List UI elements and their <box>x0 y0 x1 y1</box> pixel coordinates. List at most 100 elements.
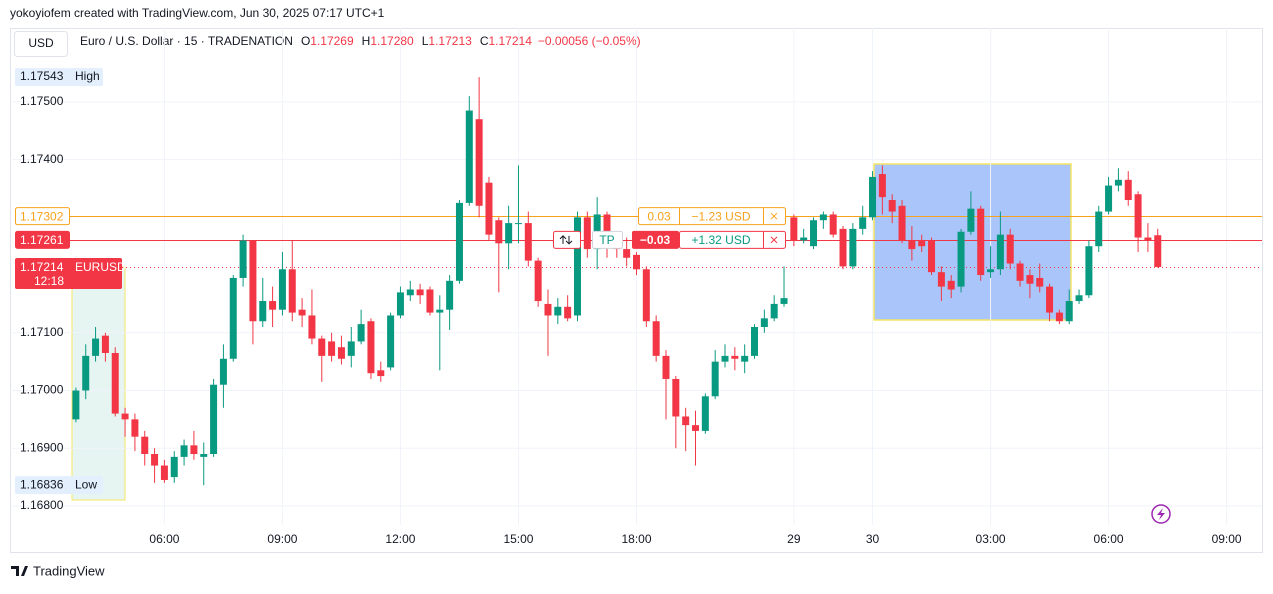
candle-body <box>672 378 680 417</box>
candle-body <box>711 361 719 397</box>
candle-body <box>92 338 100 356</box>
qty-box <box>632 230 679 249</box>
candle-body <box>573 217 581 316</box>
candle-body <box>387 315 395 368</box>
extreme-label-box <box>15 476 103 495</box>
candle-body <box>416 289 424 296</box>
candle-body <box>160 465 168 480</box>
candle-body <box>288 269 296 313</box>
ohlc-value: 1.17280 <box>370 34 414 48</box>
ohlc-value: 1.17214 <box>488 34 532 48</box>
candle-body <box>1144 237 1152 241</box>
candle-body <box>1065 301 1073 322</box>
candle-body <box>377 370 385 377</box>
y-tick-label: 1.17000 <box>20 383 64 397</box>
candle-body <box>426 289 434 313</box>
candle-body <box>1114 179 1122 186</box>
candle-body <box>967 208 975 232</box>
candle-body <box>180 445 188 457</box>
candle-body <box>200 454 208 457</box>
currency[interactable]: USD <box>28 36 54 50</box>
candle-body <box>121 413 129 420</box>
candle-body <box>888 200 896 212</box>
reverse-icon <box>559 235 573 245</box>
candle-body <box>239 240 247 278</box>
candle-body <box>642 269 650 322</box>
candle-body <box>1085 246 1093 296</box>
candle-body <box>219 358 227 385</box>
candle-body <box>849 228 857 267</box>
candle-body <box>328 341 336 356</box>
candle-body <box>170 456 178 478</box>
price-label: 1.17214 <box>20 260 64 274</box>
price-label-box <box>15 207 70 226</box>
x-tick-label: 12:00 <box>385 532 415 546</box>
candle-body <box>544 303 552 316</box>
close-icon[interactable] <box>770 236 778 244</box>
candle-body <box>1055 312 1063 322</box>
candle-body <box>485 182 493 235</box>
x-tick-label: 03:00 <box>976 532 1006 546</box>
y-tick-label: 1.17400 <box>20 152 64 166</box>
candle-body <box>1075 295 1083 302</box>
candle-body <box>337 347 345 359</box>
reverse-button[interactable] <box>553 230 581 249</box>
candle-body <box>928 240 936 273</box>
order-box <box>638 207 786 226</box>
alert-icon-bolt <box>1157 508 1165 520</box>
candle-body <box>436 309 444 313</box>
candle-body <box>1105 185 1113 212</box>
close-icon[interactable] <box>770 212 778 220</box>
candle-body <box>790 217 798 241</box>
candle-body <box>751 327 759 356</box>
candle-body <box>151 454 159 466</box>
candle-body <box>141 436 149 454</box>
candle-body <box>446 280 454 310</box>
candle-body <box>996 234 1004 270</box>
candle-body <box>514 223 522 225</box>
candle-body <box>249 240 257 322</box>
candle-body <box>898 205 906 241</box>
extreme-tag: High <box>75 69 100 83</box>
ohlc-key: C <box>480 34 489 48</box>
candle-body <box>1006 234 1014 264</box>
y-tick-label: 1.16900 <box>20 440 64 454</box>
candle-body <box>318 338 326 356</box>
candle-body <box>1134 194 1142 238</box>
symbol-legend: Euro / U.S. Dollar · 15 · TRADENATION O1.… <box>80 34 641 48</box>
ohlc-value: 1.17269 <box>310 34 354 48</box>
candle-body <box>947 280 955 290</box>
y-tick-label: 1.17500 <box>20 94 64 108</box>
pnl-box <box>679 230 786 249</box>
ohlc-value: 1.17213 <box>428 34 472 48</box>
price-label: 1.17302 <box>20 209 64 223</box>
candle-body <box>82 355 90 391</box>
candle-body <box>731 355 739 359</box>
candle-body <box>564 306 572 319</box>
extreme-price: 1.16836 <box>20 477 64 491</box>
candle-body <box>1095 211 1103 247</box>
candle-body <box>800 237 808 241</box>
x-tick-label: 30 <box>866 532 880 546</box>
candle-body <box>819 214 827 221</box>
candle-body <box>977 208 985 276</box>
extreme-label-box <box>15 68 103 87</box>
x-tick-label: 29 <box>787 532 801 546</box>
candle-body <box>1036 277 1044 287</box>
currency-button[interactable] <box>14 31 68 57</box>
candle-body <box>760 318 768 328</box>
candle-body <box>829 214 837 235</box>
tp-button[interactable] <box>592 230 623 249</box>
symbol: Euro / U.S. Dollar · 15 · TRADENATION <box>80 34 293 48</box>
range-zone <box>873 163 1072 321</box>
footer-logo <box>11 566 28 576</box>
candle-body <box>741 355 749 362</box>
candle-body <box>603 214 611 232</box>
candle-body <box>632 254 640 270</box>
y-tick-label: 1.17100 <box>20 325 64 339</box>
change: −0.00056 (−0.05%) <box>538 34 641 48</box>
extreme-tag: Low <box>75 477 97 491</box>
candle-body <box>878 174 886 198</box>
extreme-price: 1.17543 <box>20 69 64 83</box>
